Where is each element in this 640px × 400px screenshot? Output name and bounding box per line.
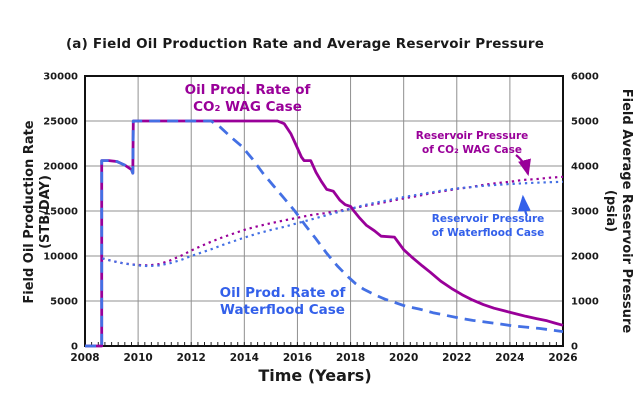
svg-text:2010: 2010 — [123, 352, 152, 364]
svg-text:2014: 2014 — [230, 352, 259, 364]
svg-text:6000: 6000 — [571, 72, 599, 83]
svg-text:0: 0 — [71, 342, 78, 353]
svg-text:2024: 2024 — [495, 352, 524, 364]
svg-text:2008: 2008 — [70, 352, 99, 364]
label-pressure-waterflood: Reservoir Pressure of Waterflood Case — [431, 213, 545, 239]
left-axis-title-line1: Field Oil Production Rate — [22, 120, 37, 304]
chart-title: (a) Field Oil Production Rate and Averag… — [65, 36, 545, 52]
svg-text:10000: 10000 — [43, 252, 78, 263]
svg-text:5000: 5000 — [50, 297, 78, 308]
svg-text:2020: 2020 — [389, 352, 418, 364]
svg-text:25000: 25000 — [43, 117, 78, 128]
right-axis-title-line2: (psia) — [603, 189, 618, 233]
svg-text:2016: 2016 — [283, 352, 312, 364]
left-axis-title: Field Oil Production Rate (STB/DAY) — [22, 72, 54, 352]
label-oil-rate-co2-wag: Oil Prod. Rate of CO₂ WAG Case — [184, 82, 311, 115]
svg-text:20000: 20000 — [43, 162, 78, 173]
svg-text:5000: 5000 — [571, 117, 599, 128]
x-axis-title: Time (Years) — [258, 366, 372, 385]
right-axis-title-line1: Field Average Reservoir Pressure — [619, 88, 634, 334]
svg-text:15000: 15000 — [43, 207, 78, 218]
svg-text:30000: 30000 — [43, 72, 78, 83]
svg-text:2026: 2026 — [548, 352, 577, 364]
right-axis-title: Field Average Reservoir Pressure (psia) — [602, 61, 634, 361]
svg-text:2012: 2012 — [177, 352, 206, 364]
svg-text:2018: 2018 — [336, 352, 365, 364]
svg-text:2000: 2000 — [571, 252, 599, 263]
label-pressure-co2-wag: Reservoir Pressure of CO₂ WAG Case — [415, 130, 529, 156]
svg-text:3000: 3000 — [571, 207, 599, 218]
label-oil-rate-waterflood: Oil Prod. Rate of Waterflood Case — [219, 285, 346, 318]
svg-text:1000: 1000 — [571, 297, 599, 308]
svg-text:2022: 2022 — [442, 352, 471, 364]
svg-text:4000: 4000 — [571, 162, 599, 173]
svg-text:0: 0 — [571, 342, 578, 353]
left-axis-title-line2: (STB/DAY) — [38, 175, 53, 249]
